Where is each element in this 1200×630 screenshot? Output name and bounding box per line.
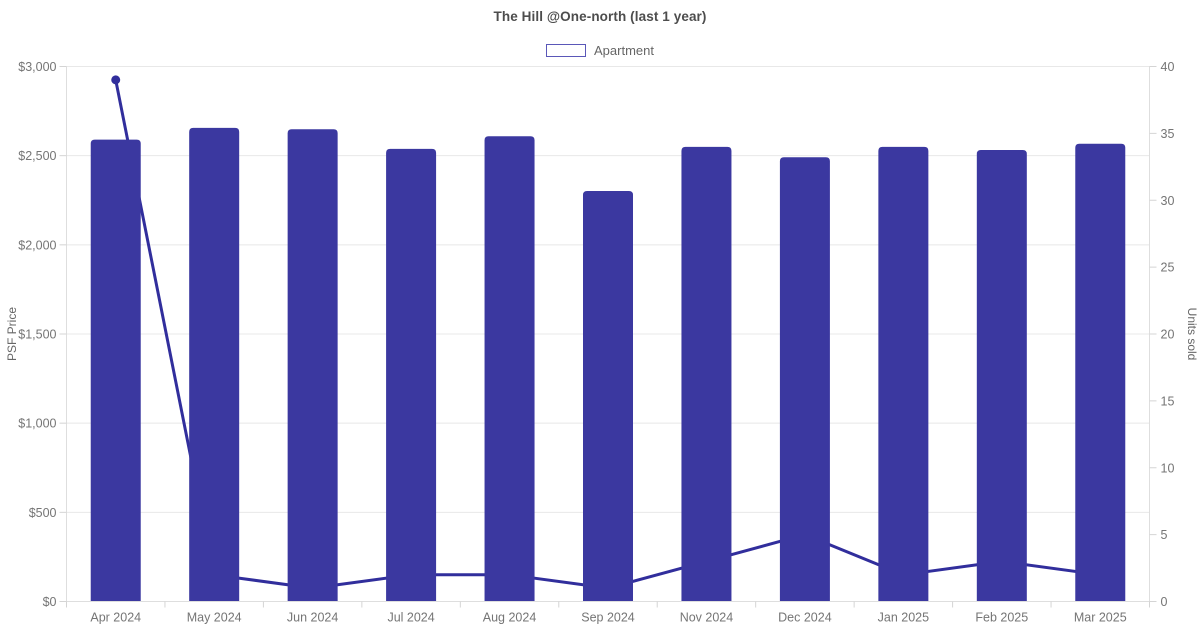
x-tick-label: Nov 2024 xyxy=(680,611,734,625)
y-right-tick-label: 5 xyxy=(1161,528,1168,542)
y-left-tick-label: $2,000 xyxy=(18,238,56,252)
y-right-tick-label: 10 xyxy=(1161,461,1175,475)
x-tick-label: Jun 2024 xyxy=(287,611,338,625)
y-left-tick-label: $500 xyxy=(29,506,57,520)
bar-may-2024 xyxy=(189,127,240,602)
bar-dec-2024 xyxy=(779,157,830,602)
y-left-tick-label: $3,000 xyxy=(18,60,56,74)
bar-jul-2024 xyxy=(386,148,437,602)
x-tick-label: Sep 2024 xyxy=(581,611,635,625)
x-tick-label: Dec 2024 xyxy=(778,611,832,625)
units-sold-first-point-marker xyxy=(111,75,121,85)
y-left-tick-label: $1,500 xyxy=(18,328,56,342)
legend-item-apartment[interactable]: Apartment xyxy=(546,43,654,58)
bar-sep-2024 xyxy=(583,190,633,602)
legend-swatch xyxy=(546,44,586,57)
y-right-tick-label: 20 xyxy=(1161,328,1175,342)
y-left-tick-label: $2,500 xyxy=(18,149,56,163)
x-tick-label: Aug 2024 xyxy=(483,611,537,625)
y-right-tick-label: 25 xyxy=(1161,261,1175,275)
y-right-tick-label: 0 xyxy=(1161,595,1168,609)
x-tick-label: Jul 2024 xyxy=(387,611,434,625)
y-right-tick-label: 40 xyxy=(1161,60,1175,74)
bar-feb-2025 xyxy=(976,149,1027,602)
x-tick-label: Apr 2024 xyxy=(90,611,141,625)
y-right-tick-label: 15 xyxy=(1161,394,1175,408)
bar-aug-2024 xyxy=(484,136,535,602)
y-right-tick-label: 30 xyxy=(1161,194,1175,208)
x-tick-label: Feb 2025 xyxy=(975,611,1028,625)
x-tick-label: May 2024 xyxy=(187,611,242,625)
bar-nov-2024 xyxy=(681,146,732,602)
chart-title: The Hill @One-north (last 1 year) xyxy=(493,9,707,24)
bar-jun-2024 xyxy=(287,129,338,602)
y-right-tick-label: 35 xyxy=(1161,127,1175,141)
y-right-axis-title: Units sold xyxy=(1185,308,1199,361)
x-tick-label: Jan 2025 xyxy=(878,611,929,625)
y-left-axis-title: PSF Price xyxy=(5,307,19,361)
y-left-tick-label: $0 xyxy=(43,595,57,609)
legend: Apartment xyxy=(0,43,1200,58)
bar-apr-2024 xyxy=(90,139,141,602)
x-tick-label: Mar 2025 xyxy=(1074,611,1127,625)
bar-jan-2025 xyxy=(878,146,929,602)
legend-label: Apartment xyxy=(594,43,654,58)
y-left-tick-label: $1,000 xyxy=(18,417,56,431)
bar-mar-2025 xyxy=(1075,143,1126,602)
